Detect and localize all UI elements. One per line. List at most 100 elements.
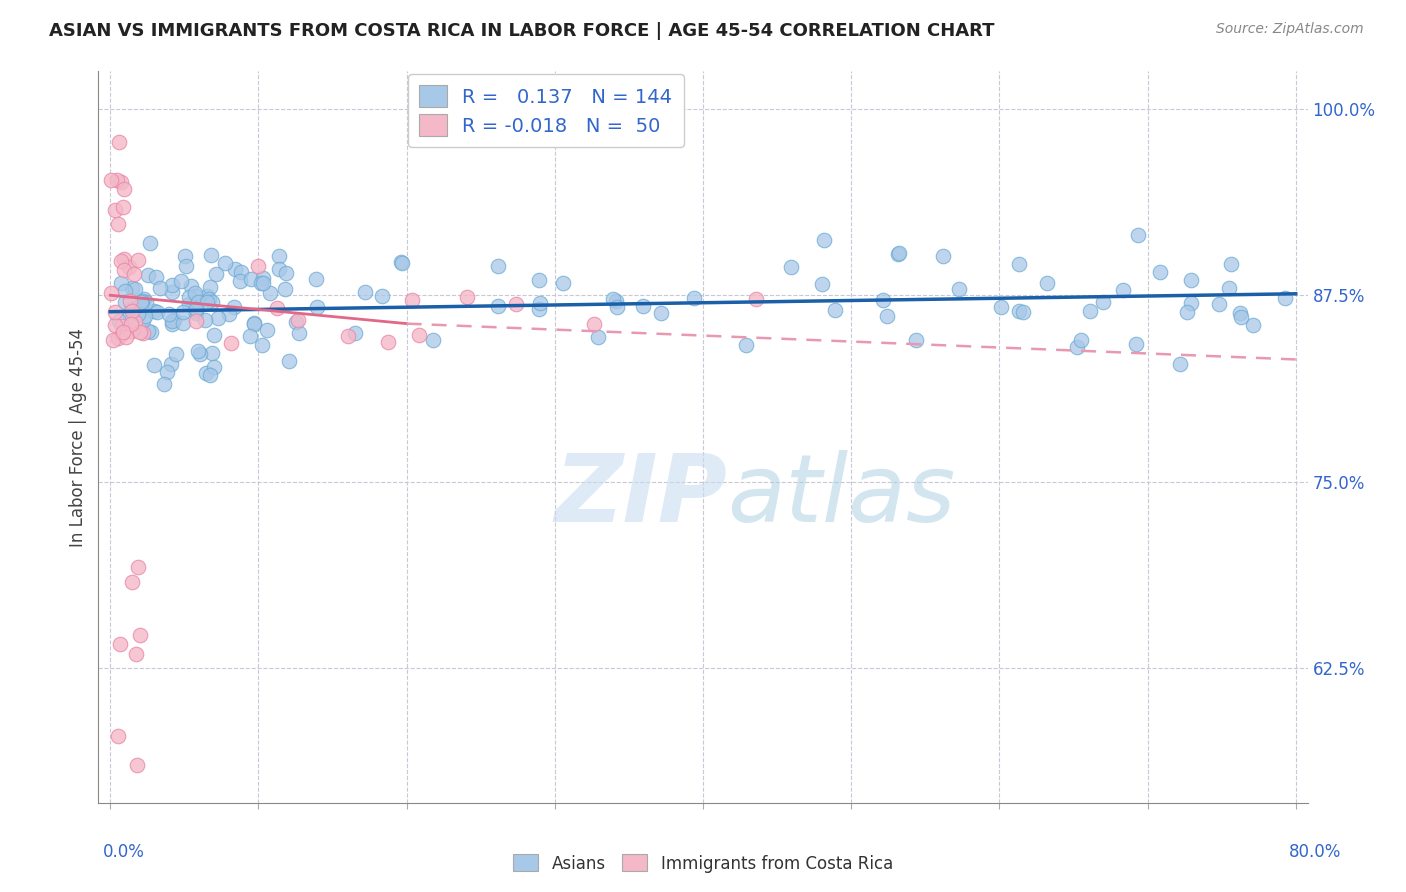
Point xyxy=(370,288,392,302)
Point xyxy=(1230,310,1253,324)
Point xyxy=(200,368,222,382)
Point xyxy=(354,285,377,299)
Point xyxy=(202,360,225,375)
Point xyxy=(172,305,194,319)
Point xyxy=(1218,280,1240,294)
Point xyxy=(201,346,224,360)
Point xyxy=(132,292,155,306)
Point xyxy=(134,309,156,323)
Text: ASIAN VS IMMIGRANTS FROM COSTA RICA IN LABOR FORCE | AGE 45-54 CORRELATION CHART: ASIAN VS IMMIGRANTS FROM COSTA RICA IN L… xyxy=(49,22,994,40)
Point xyxy=(990,300,1012,314)
Point xyxy=(343,326,366,341)
Point xyxy=(229,274,252,288)
Point xyxy=(278,353,301,368)
Point xyxy=(389,255,412,269)
Point xyxy=(408,327,430,342)
Point xyxy=(1112,284,1135,298)
Point xyxy=(121,303,143,318)
Point xyxy=(1219,257,1241,271)
Point xyxy=(129,295,152,310)
Point xyxy=(221,336,243,351)
Point xyxy=(156,365,179,379)
Point xyxy=(104,318,127,333)
Point xyxy=(1007,257,1029,271)
Point xyxy=(401,293,423,307)
Point xyxy=(583,317,606,331)
Point xyxy=(138,324,160,338)
Point xyxy=(682,291,704,305)
Point xyxy=(824,302,846,317)
Point xyxy=(876,310,898,324)
Point xyxy=(172,317,194,331)
Point xyxy=(110,253,132,268)
Point xyxy=(529,273,551,287)
Point xyxy=(377,335,399,350)
Point xyxy=(107,218,129,232)
Point xyxy=(184,286,207,301)
Point xyxy=(118,308,141,322)
Point xyxy=(266,301,288,315)
Point xyxy=(197,293,219,307)
Point xyxy=(486,259,509,273)
Point xyxy=(187,295,209,310)
Point xyxy=(256,323,278,337)
Point xyxy=(142,358,165,372)
Point xyxy=(214,256,236,270)
Point xyxy=(1036,276,1059,290)
Point xyxy=(1008,304,1031,318)
Point xyxy=(202,327,225,342)
Point xyxy=(336,329,359,343)
Point xyxy=(872,293,894,308)
Point xyxy=(132,326,155,340)
Point xyxy=(932,249,955,263)
Point xyxy=(187,343,209,358)
Point xyxy=(889,246,911,260)
Point xyxy=(100,286,122,301)
Point xyxy=(229,265,252,279)
Point xyxy=(650,306,672,320)
Point xyxy=(142,304,165,318)
Point xyxy=(905,334,928,348)
Point xyxy=(1149,265,1171,279)
Point xyxy=(163,313,186,327)
Text: Source: ZipAtlas.com: Source: ZipAtlas.com xyxy=(1216,22,1364,37)
Point xyxy=(205,267,228,281)
Point xyxy=(194,366,217,380)
Point xyxy=(1177,305,1199,319)
Point xyxy=(115,330,138,344)
Point xyxy=(1229,306,1251,320)
Point xyxy=(105,173,128,187)
Point xyxy=(239,329,262,343)
Point xyxy=(135,295,157,310)
Point xyxy=(184,305,207,319)
Point xyxy=(602,292,624,306)
Point xyxy=(201,294,224,309)
Point xyxy=(174,260,197,274)
Point xyxy=(112,252,135,267)
Text: ZIP: ZIP xyxy=(554,450,727,541)
Point xyxy=(586,330,609,344)
Point xyxy=(1208,296,1230,310)
Text: 0.0%: 0.0% xyxy=(103,843,145,861)
Point xyxy=(1241,318,1264,332)
Point xyxy=(127,252,149,267)
Point xyxy=(177,290,200,304)
Point xyxy=(104,203,127,218)
Point xyxy=(157,307,180,321)
Point xyxy=(745,292,768,306)
Point xyxy=(179,297,201,311)
Point xyxy=(107,314,129,328)
Point xyxy=(152,377,174,392)
Point xyxy=(1012,305,1035,319)
Point xyxy=(127,307,149,321)
Point xyxy=(107,729,129,743)
Point xyxy=(170,274,193,288)
Point xyxy=(734,338,756,352)
Point xyxy=(103,334,125,348)
Point xyxy=(456,290,478,304)
Point xyxy=(131,293,153,308)
Point xyxy=(194,313,217,327)
Point xyxy=(1066,340,1088,354)
Point xyxy=(1128,227,1150,242)
Point xyxy=(112,325,135,339)
